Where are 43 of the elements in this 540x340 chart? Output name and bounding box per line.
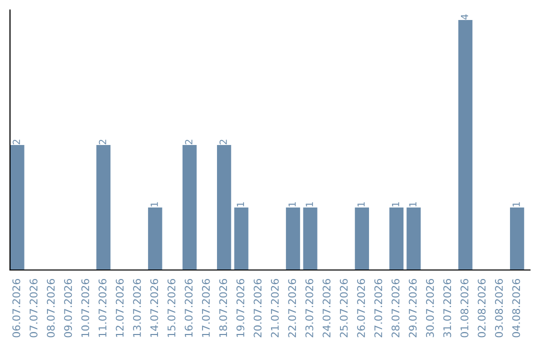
data-label: 1 [288,202,296,206]
x-tick-label: 22.07.2026 [288,278,296,338]
x-tick-label: 30.07.2026 [426,278,434,338]
x-tick-label: 27.07.2026 [374,278,382,338]
data-label: 2 [220,140,227,144]
data-label: 1 [358,202,365,206]
x-tick-label: 24.07.2026 [322,278,331,338]
x-tick-label: 25.07.2026 [340,278,348,338]
x-tick-label: 21.07.2026 [270,278,279,338]
x-tick-label: 20.07.2026 [254,278,262,338]
data-label: 1 [409,202,416,206]
data-label: 1 [306,202,313,206]
x-tick-label: 14.07.2026 [150,278,158,337]
x-tick-label: 09.07.2026 [64,278,72,338]
data-label: 1 [392,202,400,206]
x-tick-label: 11.07.2026 [98,278,106,337]
data-label: 2 [98,140,106,144]
x-tick-label: 10.07.2026 [81,278,90,337]
data-label: 2 [12,140,20,144]
x-tick-label: 02.08.2026 [478,278,486,338]
data-label: 4 [460,14,468,20]
x-tick-label: 01.08.2026 [460,278,468,338]
x-tick-label: 15.07.2026 [168,278,176,337]
data-label: 2 [185,140,192,144]
x-tick-label: 31.07.2026 [443,278,452,338]
x-tick-label: 04.08.2026 [512,278,520,338]
x-tick-label: 08.07.2026 [46,278,55,338]
x-tick-label: 29.07.2026 [408,278,417,338]
data-label: 1 [236,202,244,206]
x-tick-label: 03.08.2026 [494,278,503,338]
x-tick-label: 06.07.2026 [12,278,20,338]
x-tick-label: 07.07.2026 [30,278,38,338]
x-tick-label: 19.07.2026 [236,278,244,337]
x-tick-label: 28.07.2026 [392,278,400,338]
x-tick-label: 17.07.2026 [202,278,210,337]
x-tick-label: 23.07.2026 [305,278,314,338]
data-label: 1 [150,202,158,206]
x-tick-label: 18.07.2026 [219,278,228,337]
x-tick-label: 26.07.2026 [357,278,365,338]
data-label: 1 [512,202,520,206]
x-tick-label: 16.07.2026 [184,278,193,337]
x-tick-label: 13.07.2026 [133,278,141,337]
x-tick-label: 12.07.2026 [116,278,124,337]
